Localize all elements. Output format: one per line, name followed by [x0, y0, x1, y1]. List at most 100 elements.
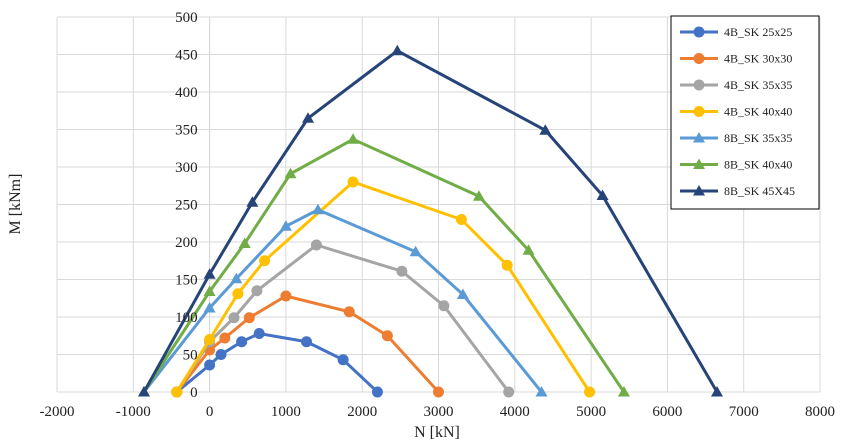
x-tick-label: -2000: [40, 404, 75, 420]
legend-label: 8B_SK 35x35: [724, 131, 792, 145]
data-point: [137, 386, 150, 397]
legend-label: 4B_SK 30x30: [724, 52, 792, 66]
legend-swatch-marker: [693, 106, 705, 117]
legend-label: 8B_SK 45X45: [724, 184, 795, 198]
legend-item: 4B_SK 25x25: [680, 25, 792, 39]
x-axis-ticks: -2000 -1000 0 1000 2000 3000 4000 5000 6000 7000 8…: [40, 404, 836, 420]
legend-label: 4B_SK 40x40: [724, 105, 792, 119]
data-point: [343, 306, 355, 318]
legend-swatch-marker: [693, 132, 705, 143]
data-point: [302, 112, 315, 123]
x-tick-label: 2000: [347, 404, 377, 420]
x-tick-label: 1000: [271, 404, 301, 420]
series-layer: [137, 44, 723, 398]
data-point: [503, 386, 515, 398]
y-tick-label: 400: [175, 85, 198, 101]
x-tick-label: 4000: [500, 404, 530, 420]
legend-swatch-marker: [693, 185, 705, 196]
data-point: [381, 330, 393, 342]
data-point: [259, 255, 271, 267]
data-point: [337, 354, 349, 366]
legend-label: 8B_SK 40x40: [724, 158, 792, 172]
legend-item: 4B_SK 35x35: [680, 78, 792, 92]
data-point: [204, 359, 216, 371]
legend-label: 4B_SK 35x35: [724, 78, 792, 92]
data-point: [310, 239, 322, 251]
data-point: [251, 285, 263, 297]
data-point: [228, 312, 240, 324]
data-point: [215, 349, 227, 360]
x-axis-title: N [kN]: [414, 424, 460, 441]
data-point: [433, 386, 444, 398]
data-point: [584, 386, 596, 398]
series-line: [142, 137, 626, 393]
legend-swatch-marker: [693, 26, 705, 38]
y-tick-label: 250: [175, 198, 198, 214]
data-point: [347, 176, 359, 188]
data-point: [230, 272, 243, 284]
y-tick-label: 350: [175, 123, 198, 139]
data-point: [347, 133, 360, 144]
data-point: [391, 44, 404, 56]
x-tick-label: -1000: [116, 404, 151, 420]
series-line: [142, 48, 719, 393]
data-point: [280, 290, 292, 302]
series-4: [171, 176, 596, 398]
data-point: [219, 332, 231, 344]
data-point: [204, 334, 216, 345]
legend-item: 8B_SK 35x35: [680, 131, 792, 145]
legend-swatch-marker: [693, 79, 705, 91]
data-point: [501, 259, 513, 271]
data-point: [203, 285, 216, 296]
y-tick-label: 200: [175, 235, 198, 251]
y-tick-label: 150: [175, 273, 198, 289]
data-point: [232, 288, 244, 300]
legend-swatch-marker: [693, 158, 705, 169]
data-point: [710, 386, 723, 397]
x-tick-label: 0: [206, 404, 214, 420]
data-point: [203, 268, 216, 279]
data-point: [438, 300, 450, 312]
data-point: [171, 386, 183, 398]
data-point: [301, 336, 313, 348]
legend: 4B_SK 25x25 4B_SK 30x30 4B_SK 35x35 4B_SK 4…: [670, 15, 820, 210]
y-axis-title: M [kNm]: [7, 174, 24, 235]
legend-item: 4B_SK 30x30: [680, 52, 792, 66]
x-tick-label: 7000: [729, 404, 759, 420]
y-axis-ticks: 0 50 100 150 200 250 300 350 400 450 500: [175, 10, 198, 401]
data-point: [246, 196, 259, 207]
data-point: [396, 265, 408, 277]
data-point: [535, 386, 548, 397]
data-point: [472, 190, 485, 201]
y-tick-label: 100: [175, 310, 198, 326]
legend-label: 4B_SK 25x25: [724, 25, 792, 39]
y-tick-label: 450: [175, 48, 198, 64]
data-point: [203, 302, 216, 313]
data-point: [371, 386, 383, 398]
y-tick-label: 50: [183, 348, 198, 364]
data-point: [236, 336, 248, 348]
series-1: [171, 328, 383, 398]
legend-items: 4B_SK 25x25 4B_SK 30x30 4B_SK 35x35 4B_SK 4…: [680, 25, 795, 198]
series-line: [142, 208, 543, 393]
y-tick-label: 0: [190, 385, 198, 401]
series-7: [137, 44, 723, 397]
series-line: [175, 180, 591, 393]
y-tick-label: 300: [175, 160, 198, 176]
data-point: [253, 328, 265, 339]
data-point: [238, 237, 251, 248]
legend-swatch-marker: [693, 53, 705, 64]
y-tick-label: 500: [175, 10, 198, 26]
x-tick-label: 3000: [424, 404, 454, 420]
data-point: [311, 203, 324, 215]
data-point: [617, 386, 630, 397]
data-point: [539, 124, 552, 135]
x-tick-label: 8000: [805, 404, 835, 420]
x-tick-label: 5000: [576, 404, 606, 420]
x-tick-label: 6000: [652, 404, 682, 420]
series-5: [137, 203, 548, 397]
data-point: [596, 189, 609, 200]
data-point: [522, 244, 535, 255]
data-point: [409, 245, 422, 257]
